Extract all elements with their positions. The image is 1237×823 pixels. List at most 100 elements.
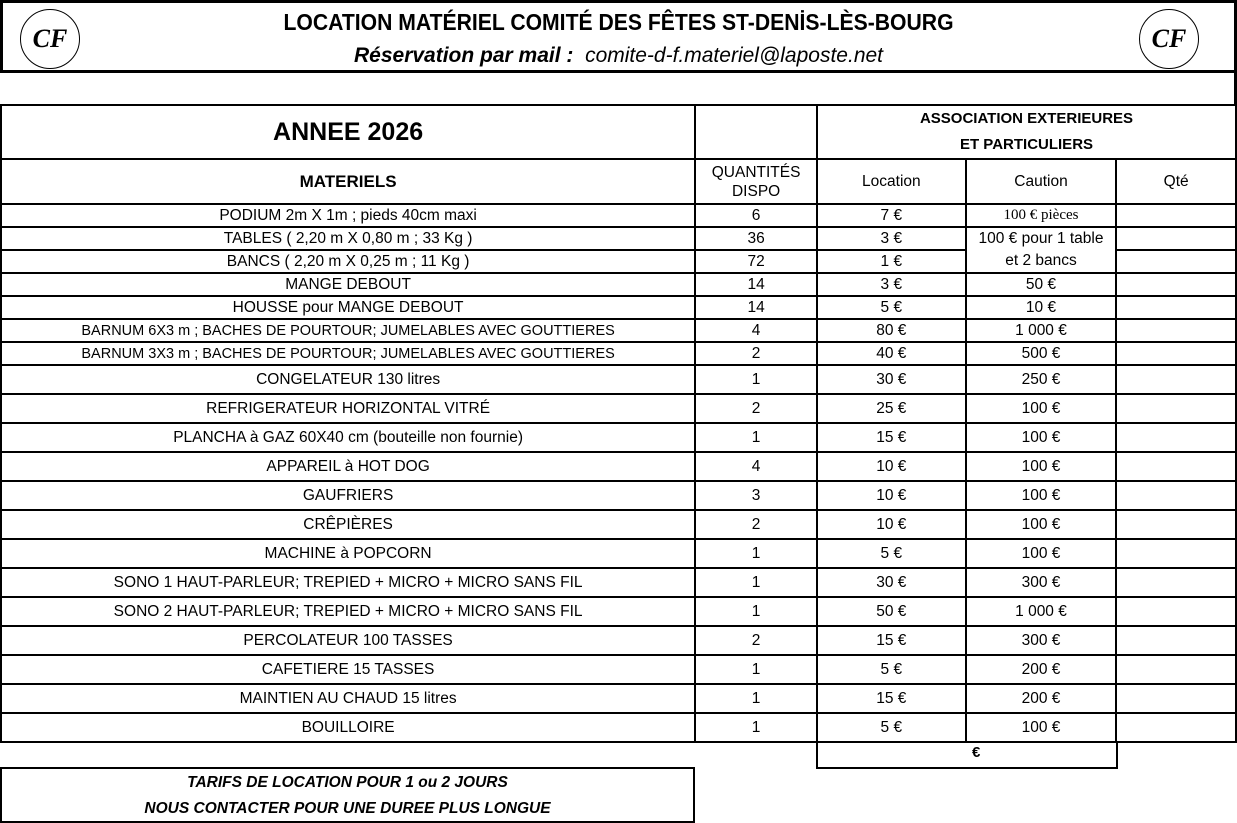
qte-cell[interactable] [1115, 567, 1237, 598]
location-cell: 10 € [816, 509, 967, 540]
location-cell: 5 € [816, 654, 967, 685]
location-cell: 5 € [816, 295, 967, 320]
item-cell: CAFETIERE 15 TASSES [0, 654, 697, 685]
footer-line: NOUS CONTACTER POUR UNE DUREE PLUS LONGU… [144, 800, 551, 817]
total-cell: € [816, 741, 1118, 769]
qty-cell: 1 [694, 654, 819, 685]
qty-cell: 14 [694, 295, 819, 320]
location-cell: 40 € [816, 341, 967, 366]
caution-cell: 100 € pour 1 table et 2 bancs [964, 226, 1118, 274]
qte-cell[interactable] [1115, 249, 1237, 274]
qte-cell[interactable] [1115, 625, 1237, 656]
location-cell: 25 € [816, 393, 967, 424]
caution-cell: 300 € [964, 625, 1118, 656]
column-header-caution: Caution [964, 158, 1118, 205]
qty-cell: 1 [694, 712, 819, 743]
column-header-qte: Qté [1115, 158, 1237, 205]
location-cell: 15 € [816, 683, 967, 714]
table-row: CONGELATEUR 130 litres 1 30 €250 € [0, 364, 1237, 395]
logo-monogram: CF [32, 24, 68, 53]
qte-cell[interactable] [1115, 318, 1237, 343]
location-cell: 15 € [816, 422, 967, 453]
qte-cell[interactable] [1115, 226, 1237, 251]
logo-left: CF [20, 9, 80, 69]
email-link[interactable]: comite-d-f.materiel@laposte.net [585, 44, 884, 67]
table-row: BOUILLOIRE 1 5 €100 € [0, 712, 1237, 743]
year-label: ANNEE 2026 [0, 104, 697, 160]
caution-cell: 100 € [964, 393, 1118, 424]
location-cell: 10 € [816, 480, 967, 511]
qte-cell[interactable] [1115, 203, 1237, 228]
qte-cell[interactable] [1115, 422, 1237, 453]
column-header-line: QUANTITÉS [711, 163, 801, 181]
qty-cell: 4 [694, 451, 819, 482]
item-cell: GAUFRIERS [0, 480, 697, 511]
caution-cell: 100 € [964, 538, 1118, 569]
table-row: CAFETIERE 15 TASSES 1 5 €200 € [0, 654, 1237, 685]
item-cell: CONGELATEUR 130 litres [0, 364, 697, 395]
item-cell: PERCOLATEUR 100 TASSES [0, 625, 697, 656]
qty-cell: 1 [694, 567, 819, 598]
location-cell: 15 € [816, 625, 967, 656]
column-header-line: DISPO [731, 182, 781, 200]
qte-cell[interactable] [1115, 509, 1237, 540]
location-cell: 7 € [816, 203, 967, 228]
table-row: PODIUM 2m X 1m ; pieds 40cm maxi 6 7 €100 … [0, 203, 1237, 228]
caution-cell: 100 € [964, 480, 1118, 511]
qte-cell[interactable] [1115, 712, 1237, 743]
location-cell: 3 € [816, 226, 967, 251]
qty-cell: 36 [694, 226, 819, 251]
qty-cell: 2 [694, 393, 819, 424]
location-cell: 50 € [816, 596, 967, 627]
qty-cell: 72 [694, 249, 819, 274]
item-cell: REFRIGERATEUR HORIZONTAL VITRÉ [0, 393, 697, 424]
qte-cell[interactable] [1115, 654, 1237, 685]
caution-cell: 50 € [964, 272, 1118, 297]
column-header-location: Location [816, 158, 967, 205]
qte-cell[interactable] [1115, 683, 1237, 714]
location-cell: 10 € [816, 451, 967, 482]
table-row: APPAREIL à HOT DOG 4 10 €100 € [0, 451, 1237, 482]
caution-cell: 300 € [964, 567, 1118, 598]
table-row: MANGE DEBOUT 14 3 €50 € [0, 272, 1237, 297]
qty-cell: 14 [694, 272, 819, 297]
qte-cell[interactable] [1115, 364, 1237, 395]
footer-note: TARIFS DE LOCATION POUR 1 ou 2 JOURS NOU… [0, 767, 695, 823]
qty-cell: 1 [694, 683, 819, 714]
caution-cell: 500 € [964, 341, 1118, 366]
qte-cell[interactable] [1115, 272, 1237, 297]
group-header: ASSOCIATION EXTERIEURES ET PARTICULIERS [816, 104, 1237, 160]
item-cell: SONO 1 HAUT-PARLEUR; TREPIED + MICRO + M… [0, 567, 697, 598]
page-title: LOCATION MATÉRIEL COMITÉ DES FÊTES ST-DE… [283, 9, 954, 35]
caution-cell: 200 € [964, 683, 1118, 714]
qty-cell: 6 [694, 203, 819, 228]
reservation-label: Réservation par mail : [353, 44, 574, 67]
table-row: PERCOLATEUR 100 TASSES 2 15 €300 € [0, 625, 1237, 656]
qte-cell[interactable] [1115, 451, 1237, 482]
table-row: BANCS ( 2,20 m X 0,25 m ; 11 Kg ) 72 1 € [0, 249, 1237, 274]
logo-right: CF [1139, 9, 1199, 69]
qte-cell[interactable] [1115, 596, 1237, 627]
item-cell: MACHINE à POPCORN [0, 538, 697, 569]
caution-cell: 100 € [964, 509, 1118, 540]
caution-cell: 100 € [964, 422, 1118, 453]
caution-cell: 250 € [964, 364, 1118, 395]
location-cell: 5 € [816, 712, 967, 743]
qte-cell[interactable] [1115, 341, 1237, 366]
qte-cell[interactable] [1115, 538, 1237, 569]
group-header-line: ASSOCIATION EXTERIEURES [919, 110, 1134, 127]
item-cell: MANGE DEBOUT [0, 272, 697, 297]
table-row: SONO 1 HAUT-PARLEUR; TREPIED + MICRO + M… [0, 567, 1237, 598]
table-row: HOUSSE pour MANGE DEBOUT 14 5 €10 € [0, 295, 1237, 320]
table-row: SONO 2 HAUT-PARLEUR; TREPIED + MICRO + M… [0, 596, 1237, 627]
qte-cell[interactable] [1115, 393, 1237, 424]
column-header-quantites: QUANTITÉS DISPO [694, 158, 819, 205]
qte-cell[interactable] [1115, 480, 1237, 511]
table-row: REFRIGERATEUR HORIZONTAL VITRÉ 2 25 €100 € [0, 393, 1237, 424]
item-cell: HOUSSE pour MANGE DEBOUT [0, 295, 697, 320]
table-row: BARNUM 6X3 m ; BACHES DE POURTOUR; JUMEL… [0, 318, 1237, 343]
qte-cell[interactable] [1115, 295, 1237, 320]
table-row: CRÊPIÈRES 2 10 €100 € [0, 509, 1237, 540]
table-row: MAINTIEN AU CHAUD 15 litres 1 15 €200 € [0, 683, 1237, 714]
item-cell: PODIUM 2m X 1m ; pieds 40cm maxi [0, 203, 697, 228]
